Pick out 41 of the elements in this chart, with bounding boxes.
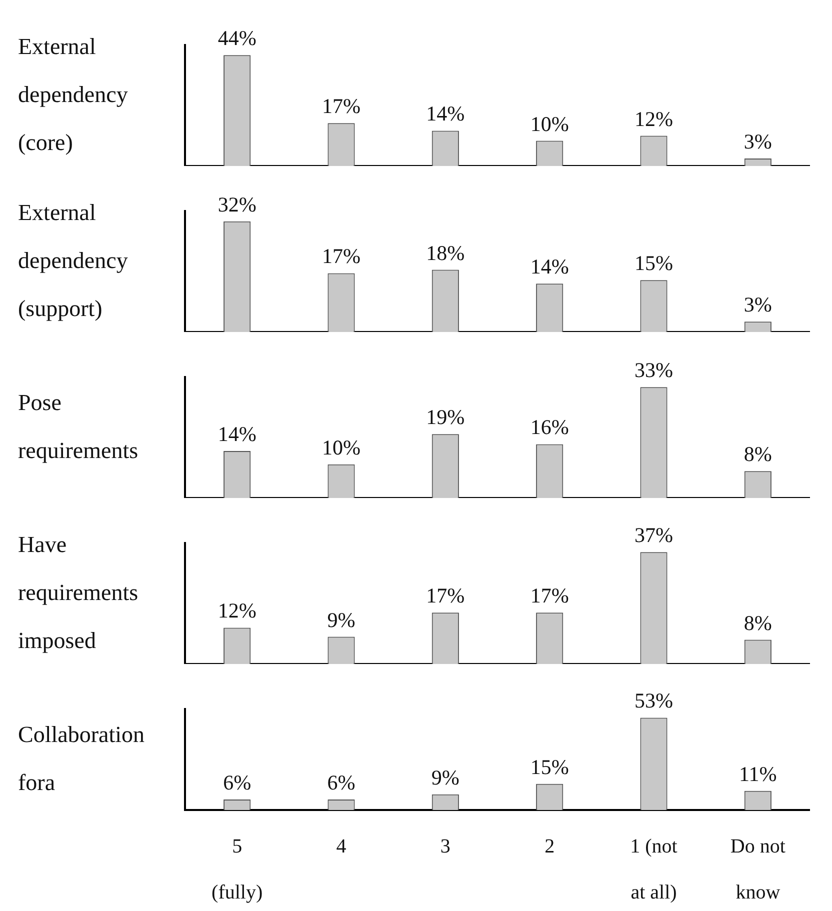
data-label: 19% [426, 405, 465, 430]
text: Collaboration fora [18, 721, 146, 797]
data-label: 9% [431, 765, 460, 790]
data-label: 17% [322, 94, 360, 118]
data-label: 11% [739, 762, 777, 786]
x-tick-label: 2 [544, 835, 555, 858]
data-label: 6% [223, 770, 252, 795]
data-label: 9% [327, 608, 356, 632]
text: External dependency (support) [18, 199, 129, 323]
data-label: 6% [327, 770, 356, 795]
data-label: 37% [634, 523, 673, 548]
data-label: 32% [218, 192, 256, 216]
category-label: Do not know [730, 835, 786, 904]
data-label: 10% [322, 435, 360, 460]
data-label: 14% [426, 102, 465, 126]
data-label: 17% [322, 244, 360, 268]
data-label: 10% [530, 112, 569, 136]
data-label: 15% [634, 251, 673, 276]
data-label: 3% [744, 292, 772, 317]
data-label: 3% [744, 129, 772, 154]
x-tick-label: 4 [336, 835, 346, 858]
text: Have requirements imposed [18, 531, 140, 655]
data-label: 44% [218, 26, 256, 50]
category-label: 1 (not at all) [630, 835, 678, 904]
data-label: 18% [426, 240, 465, 265]
data-label: 17% [426, 584, 465, 608]
data-label: 17% [530, 584, 569, 608]
text: Pose requirements [18, 389, 140, 465]
data-label: 8% [744, 610, 772, 635]
data-label: 33% [634, 358, 673, 382]
data-label: 16% [530, 415, 569, 440]
category-label: 5 (fully) [212, 835, 263, 904]
data-label: 53% [634, 688, 673, 713]
data-label: 14% [218, 422, 256, 446]
data-label: 12% [218, 598, 256, 623]
data-label: 14% [530, 254, 569, 279]
x-tick-label: 3 [440, 835, 450, 858]
data-label: 12% [634, 106, 673, 131]
data-label: 15% [530, 754, 569, 779]
data-label: 8% [744, 442, 772, 466]
text: External dependency (core) [18, 33, 129, 157]
